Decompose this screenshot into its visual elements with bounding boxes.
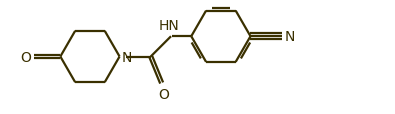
Text: N: N	[284, 30, 295, 44]
Text: O: O	[158, 87, 169, 101]
Text: N: N	[121, 50, 132, 64]
Text: HN: HN	[159, 18, 180, 32]
Text: O: O	[21, 50, 31, 64]
